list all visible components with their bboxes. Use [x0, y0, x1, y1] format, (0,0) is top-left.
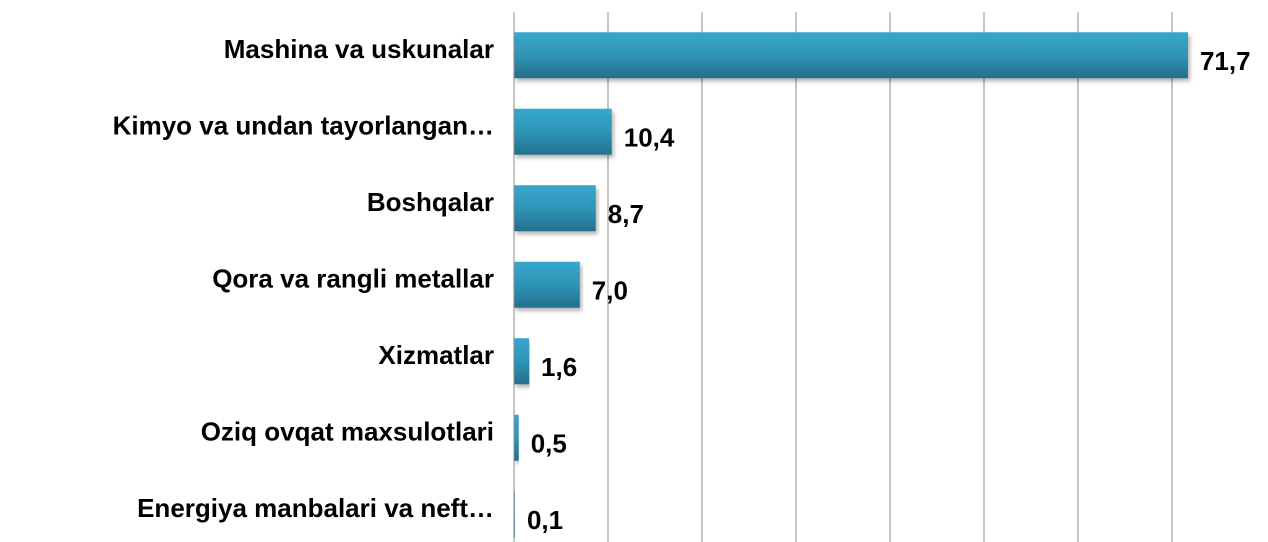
- value-label: 1,6: [541, 352, 577, 382]
- bar: [514, 261, 580, 308]
- value-label: 0,5: [531, 429, 567, 459]
- category-label: Energiya manbalari va neft…: [137, 493, 494, 523]
- category-label: Mashina va uskunalar: [224, 34, 494, 64]
- value-label: 0,1: [527, 505, 563, 535]
- bar: [514, 185, 596, 232]
- value-label: 7,0: [592, 276, 628, 306]
- value-label: 8,7: [608, 199, 644, 229]
- category-label: Xizmatlar: [378, 340, 494, 370]
- category-label: Kimyo va undan tayorlangan…: [113, 111, 494, 141]
- category-label: Oziq ovqat maxsulotlari: [201, 417, 494, 447]
- bar: [514, 32, 1188, 79]
- value-label: 10,4: [624, 123, 675, 153]
- bar: [514, 414, 519, 461]
- bar: [514, 108, 612, 155]
- value-label: 71,7: [1200, 46, 1251, 76]
- bar: [514, 338, 530, 385]
- category-label: Boshqalar: [367, 187, 494, 217]
- category-label: Qora va rangli metallar: [212, 264, 494, 294]
